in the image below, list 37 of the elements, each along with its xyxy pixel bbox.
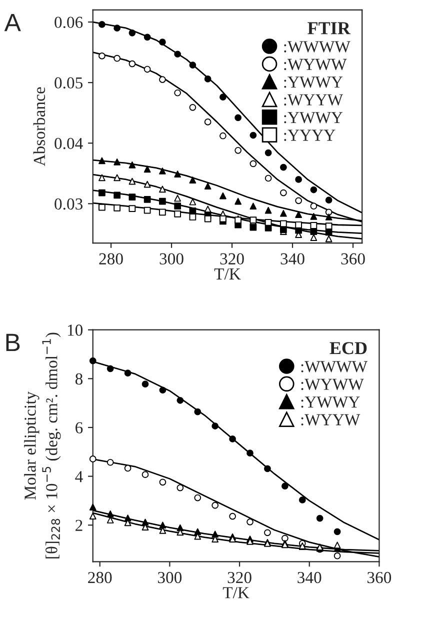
legend-label: :WYWW <box>301 378 364 390</box>
legend-title: ECD <box>330 342 367 354</box>
legend-label: :YWWY <box>284 76 343 88</box>
y-tick-label: 6 <box>76 422 83 434</box>
x-tick-label: 340 <box>298 572 322 584</box>
text: Molar ellipticity [θ]$_{228}$ × 10$^{−5}$ (deg. cm². dmol$^{−1}$) <box>24 332 61 558</box>
legend-label: :WYYW <box>284 94 343 106</box>
y-tick-label: 0.03 <box>54 198 83 210</box>
x-tick-label: 360 <box>341 253 365 264</box>
y-tick-label: 8 <box>75 373 83 385</box>
x-tick-label: 300 <box>160 253 184 264</box>
y-tick-label: 0.04 <box>54 138 83 150</box>
y-tick-label: 4 <box>75 471 83 482</box>
legend-title: FTIR <box>308 22 351 34</box>
legend-label: :WYWW <box>284 58 347 70</box>
y-tick-label: 10 <box>68 324 83 336</box>
text: B <box>6 334 20 352</box>
y-tick-label: 0.05 <box>54 77 83 89</box>
legend-label: :YWWY <box>301 396 360 408</box>
x-tick-label: 320 <box>220 253 244 264</box>
legend-label: :WWWW <box>284 41 350 52</box>
x-axis-title: T/K <box>214 268 241 280</box>
text: A <box>4 14 21 32</box>
y-tick-label: 2 <box>76 520 82 531</box>
legend-label: :YWWY <box>284 112 343 124</box>
legend-label: :WYYW <box>301 414 360 426</box>
x-tick-label: 300 <box>158 572 182 584</box>
x-axis-title: T/K <box>222 587 250 598</box>
y-tick-label: 0.06 <box>54 16 83 28</box>
x-tick-label: 340 <box>280 253 304 264</box>
x-tick-label: 360 <box>368 572 392 584</box>
legend-label: :WWWW <box>301 361 368 372</box>
x-tick-label: 280 <box>99 253 123 264</box>
legend-label: :YYYY <box>284 130 336 141</box>
x-tick-label: 280 <box>88 572 112 584</box>
y-axis-title: Absorbance <box>33 87 46 166</box>
x-tick-label: 320 <box>228 572 252 584</box>
